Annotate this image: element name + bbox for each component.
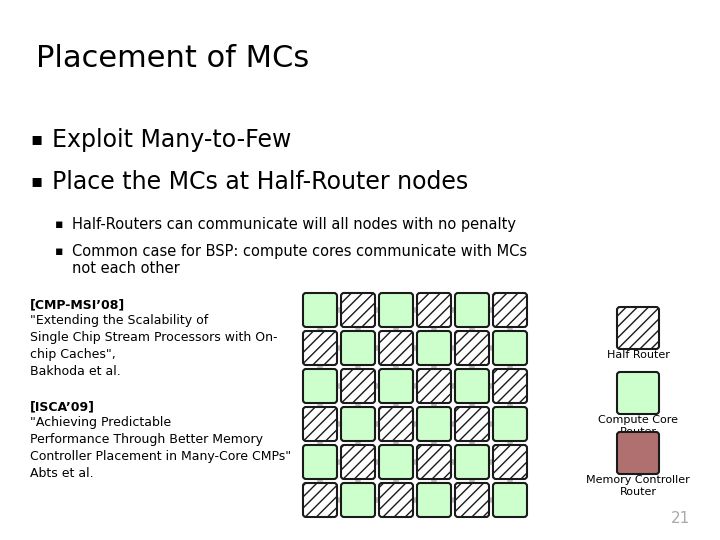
FancyBboxPatch shape xyxy=(417,483,451,517)
Text: ▪: ▪ xyxy=(55,218,63,231)
Text: Place the MCs at Half-Router nodes: Place the MCs at Half-Router nodes xyxy=(52,170,468,194)
FancyBboxPatch shape xyxy=(303,407,337,441)
Text: ▪: ▪ xyxy=(30,172,42,190)
Text: ▪: ▪ xyxy=(55,245,63,258)
Text: "Achieving Predictable
Performance Through Better Memory
Controller Placement in: "Achieving Predictable Performance Throu… xyxy=(30,416,291,480)
FancyBboxPatch shape xyxy=(493,407,527,441)
Text: Half Router: Half Router xyxy=(606,350,670,360)
FancyBboxPatch shape xyxy=(379,293,413,327)
FancyBboxPatch shape xyxy=(417,293,451,327)
FancyBboxPatch shape xyxy=(417,331,451,365)
Text: "Extending the Scalability of
Single Chip Stream Processors with On-
chip Caches: "Extending the Scalability of Single Chi… xyxy=(30,314,277,378)
FancyBboxPatch shape xyxy=(493,445,527,479)
FancyBboxPatch shape xyxy=(455,445,489,479)
FancyBboxPatch shape xyxy=(417,445,451,479)
Text: ▪: ▪ xyxy=(30,130,42,148)
FancyBboxPatch shape xyxy=(617,372,659,414)
FancyBboxPatch shape xyxy=(379,445,413,479)
Text: Memory Controller
Router: Memory Controller Router xyxy=(586,475,690,497)
Text: Exploit Many-to-Few: Exploit Many-to-Few xyxy=(52,128,292,152)
Text: [CMP-MSI’08]: [CMP-MSI’08] xyxy=(30,298,125,311)
Text: Placement of MCs: Placement of MCs xyxy=(36,44,310,73)
FancyBboxPatch shape xyxy=(341,483,375,517)
FancyBboxPatch shape xyxy=(303,445,337,479)
Text: Half-Routers can communicate will all nodes with no penalty: Half-Routers can communicate will all no… xyxy=(72,217,516,232)
FancyBboxPatch shape xyxy=(417,369,451,403)
FancyBboxPatch shape xyxy=(455,407,489,441)
Text: Compute Core
Router: Compute Core Router xyxy=(598,415,678,437)
FancyBboxPatch shape xyxy=(341,293,375,327)
Text: Common case for BSP: compute cores communicate with MCs
not each other: Common case for BSP: compute cores commu… xyxy=(72,244,527,276)
FancyBboxPatch shape xyxy=(617,307,659,349)
Text: [ISCA’09]: [ISCA’09] xyxy=(30,400,95,413)
FancyBboxPatch shape xyxy=(341,369,375,403)
FancyBboxPatch shape xyxy=(303,331,337,365)
FancyBboxPatch shape xyxy=(455,331,489,365)
FancyBboxPatch shape xyxy=(493,483,527,517)
FancyBboxPatch shape xyxy=(493,369,527,403)
FancyBboxPatch shape xyxy=(303,483,337,517)
FancyBboxPatch shape xyxy=(303,293,337,327)
FancyBboxPatch shape xyxy=(341,331,375,365)
FancyBboxPatch shape xyxy=(341,407,375,441)
Text: 21: 21 xyxy=(671,511,690,526)
FancyBboxPatch shape xyxy=(379,331,413,365)
FancyBboxPatch shape xyxy=(455,293,489,327)
FancyBboxPatch shape xyxy=(303,369,337,403)
FancyBboxPatch shape xyxy=(379,483,413,517)
FancyBboxPatch shape xyxy=(493,331,527,365)
FancyBboxPatch shape xyxy=(341,445,375,479)
FancyBboxPatch shape xyxy=(379,407,413,441)
FancyBboxPatch shape xyxy=(493,293,527,327)
FancyBboxPatch shape xyxy=(379,369,413,403)
FancyBboxPatch shape xyxy=(455,369,489,403)
FancyBboxPatch shape xyxy=(455,483,489,517)
FancyBboxPatch shape xyxy=(617,432,659,474)
FancyBboxPatch shape xyxy=(417,407,451,441)
